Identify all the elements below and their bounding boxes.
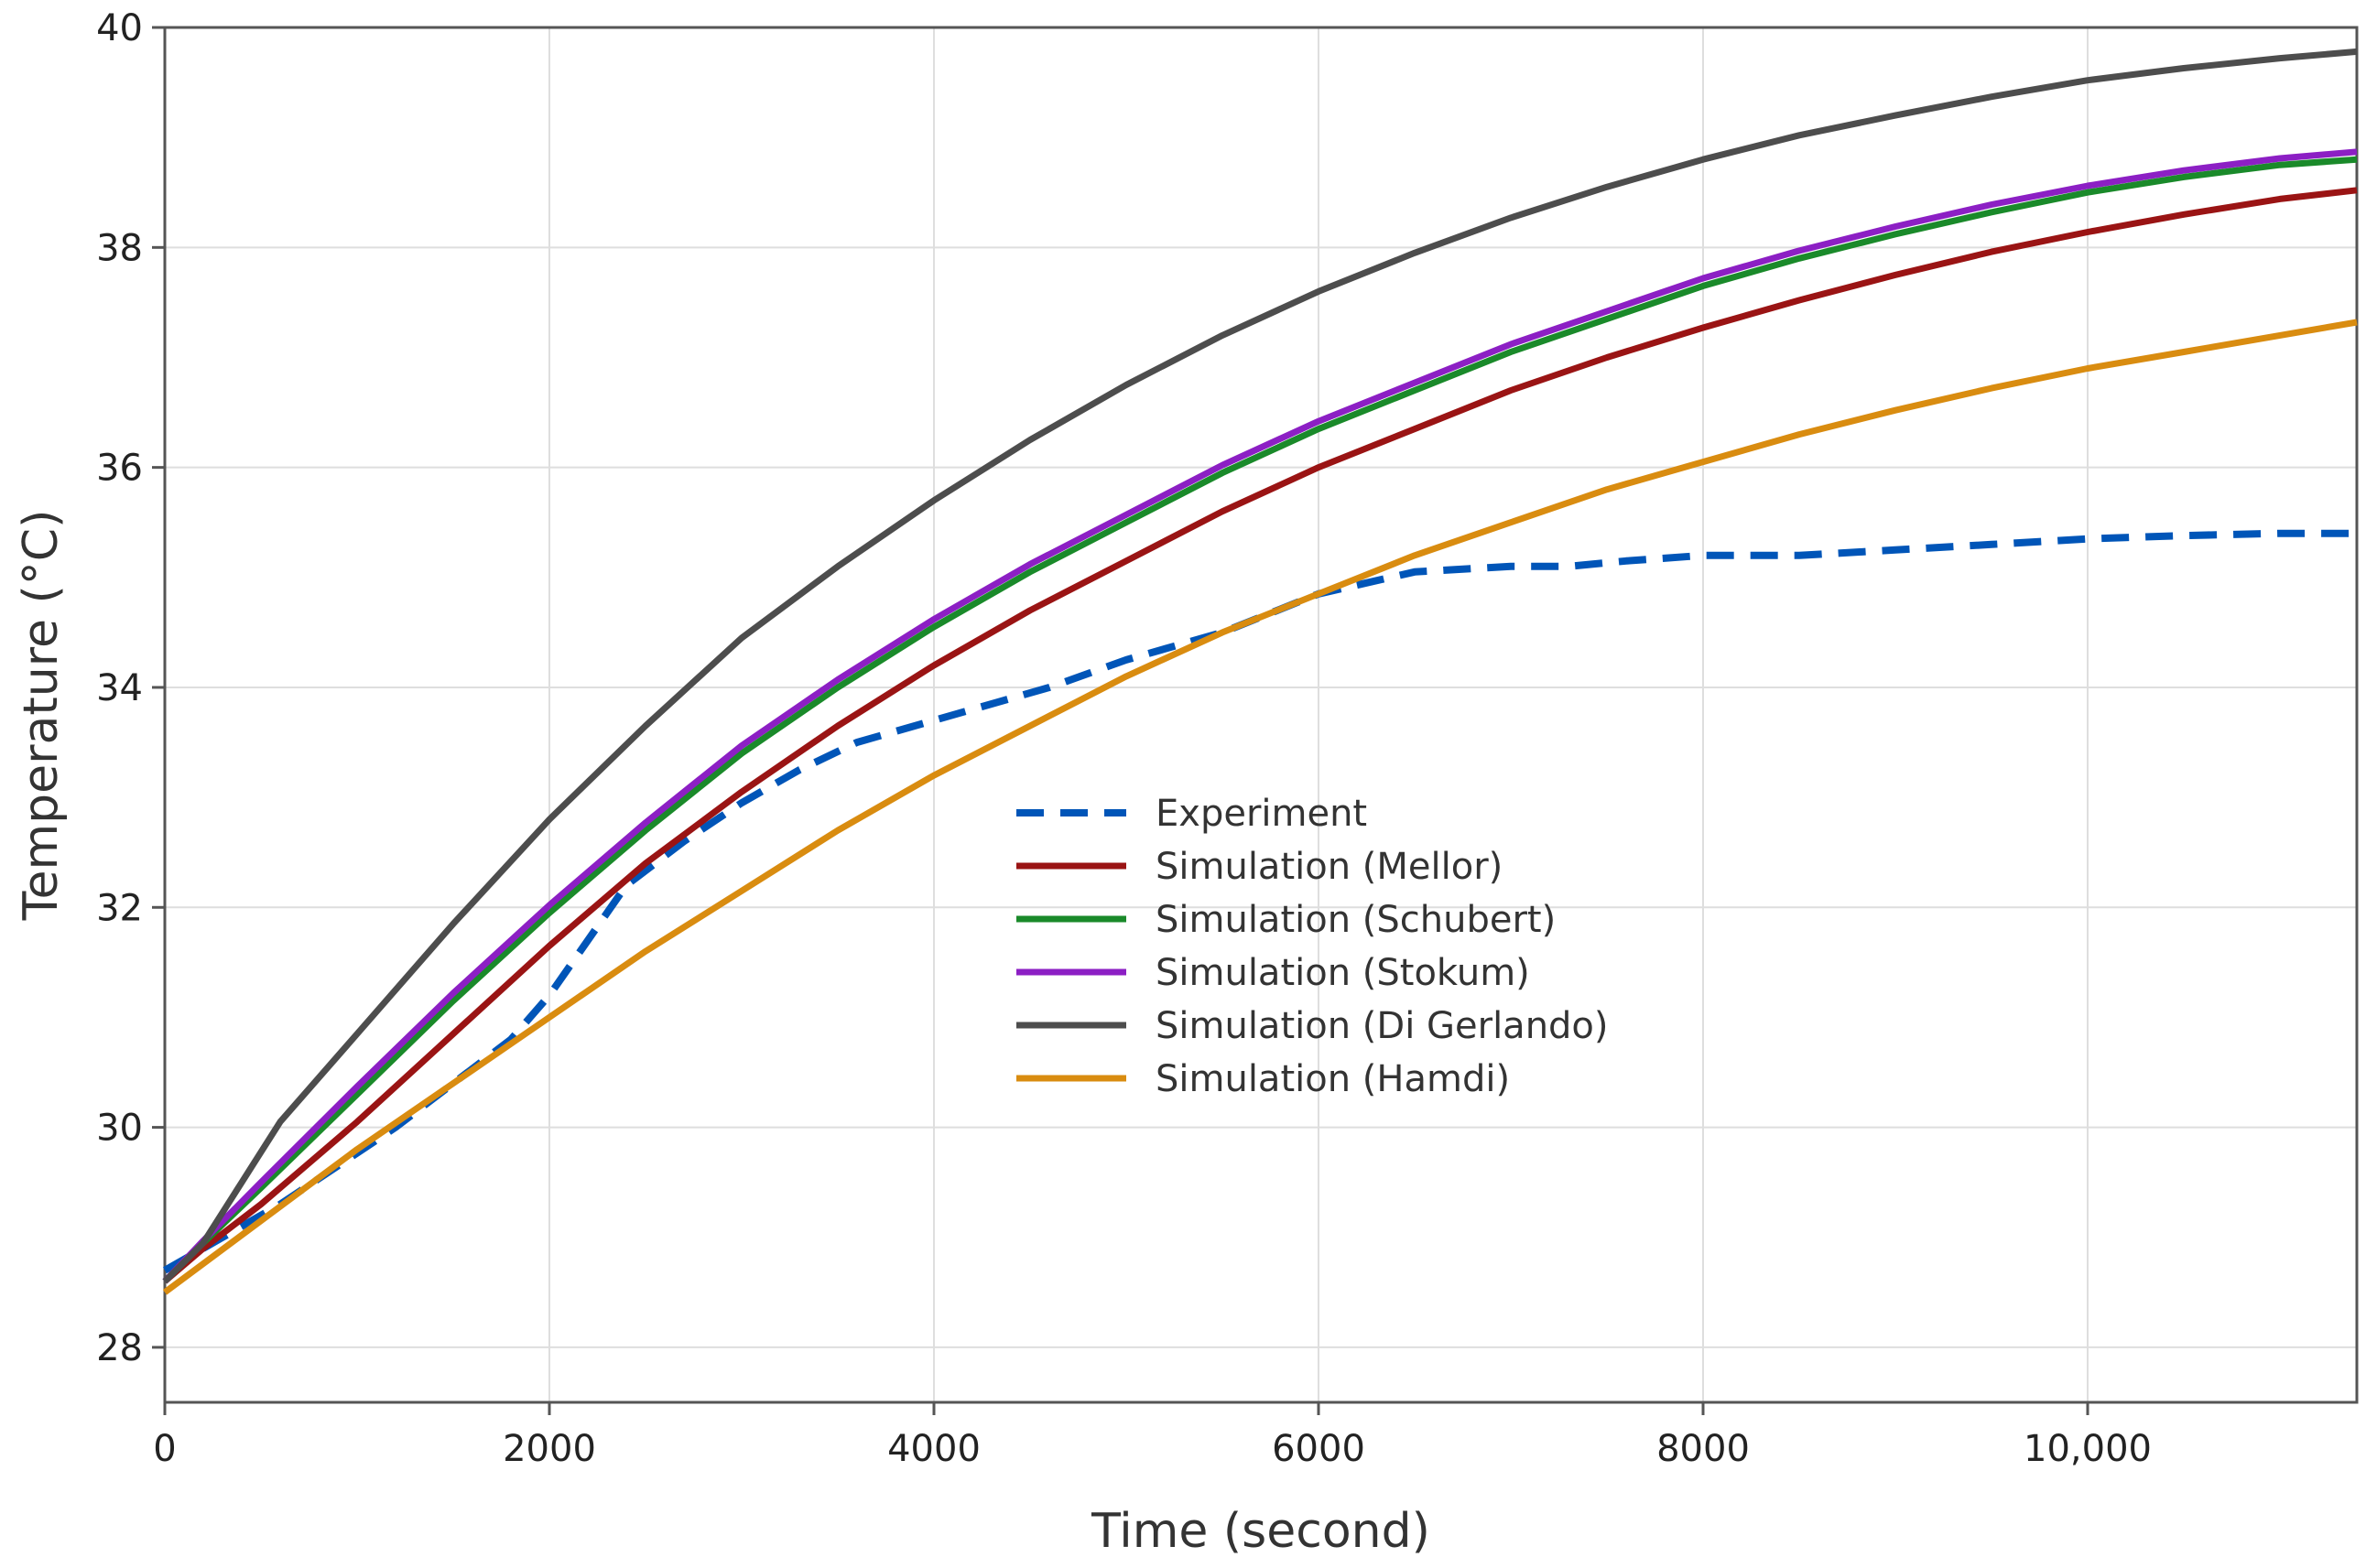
x-tick-label: 4000	[887, 1428, 981, 1470]
plot-frame	[163, 26, 2359, 1404]
y-axis-title: Temperature (°C)	[14, 510, 69, 922]
legend-label-simulation-schubert: Simulation (Schubert)	[1156, 899, 1556, 941]
x-axis-title: Time (second)	[1091, 1504, 1430, 1559]
x-tick-label: 8000	[1656, 1428, 1750, 1470]
x-tick-label: 0	[153, 1428, 176, 1470]
y-tick-label: 30	[96, 1108, 143, 1150]
legend: Experiment Simulation (Mellor) Simulation …	[1016, 793, 1609, 1100]
x-tick-label: 10,000	[2024, 1428, 2152, 1470]
series-line-simulation-stokum	[162, 148, 2358, 1284]
y-tick-label: 28	[96, 1327, 143, 1369]
y-tick-label: 32	[96, 887, 143, 929]
x-tick-label: 6000	[1272, 1428, 1365, 1470]
series-layer	[162, 48, 2358, 1295]
legend-label-simulation-mellor: Simulation (Mellor)	[1156, 846, 1503, 888]
x-tick-label: 2000	[503, 1428, 596, 1470]
legend-label-simulation-di-gerlando: Simulation (Di Gerlando)	[1156, 1005, 1609, 1047]
y-tick-label: 36	[96, 448, 143, 490]
legend-label-experiment: Experiment	[1156, 793, 1367, 835]
y-axis-ticks: 28 30 32 34 36 38 40	[96, 7, 165, 1369]
series-line-simulation-schubert	[162, 156, 2358, 1284]
y-tick-label: 34	[96, 667, 143, 709]
series-line-simulation-hamdi	[162, 319, 2358, 1295]
series-line-simulation-mellor	[162, 187, 2358, 1284]
grid	[165, 27, 2357, 1402]
legend-label-simulation-hamdi: Simulation (Hamdi)	[1156, 1058, 1510, 1100]
y-tick-label: 38	[96, 227, 143, 269]
x-axis-ticks: 0 2000 4000 6000 8000 10,000	[153, 1402, 2152, 1470]
series-line-simulation-di-gerlando	[162, 48, 2358, 1284]
legend-label-simulation-stokum: Simulation (Stokum)	[1156, 952, 1530, 994]
y-tick-label: 40	[96, 7, 143, 49]
